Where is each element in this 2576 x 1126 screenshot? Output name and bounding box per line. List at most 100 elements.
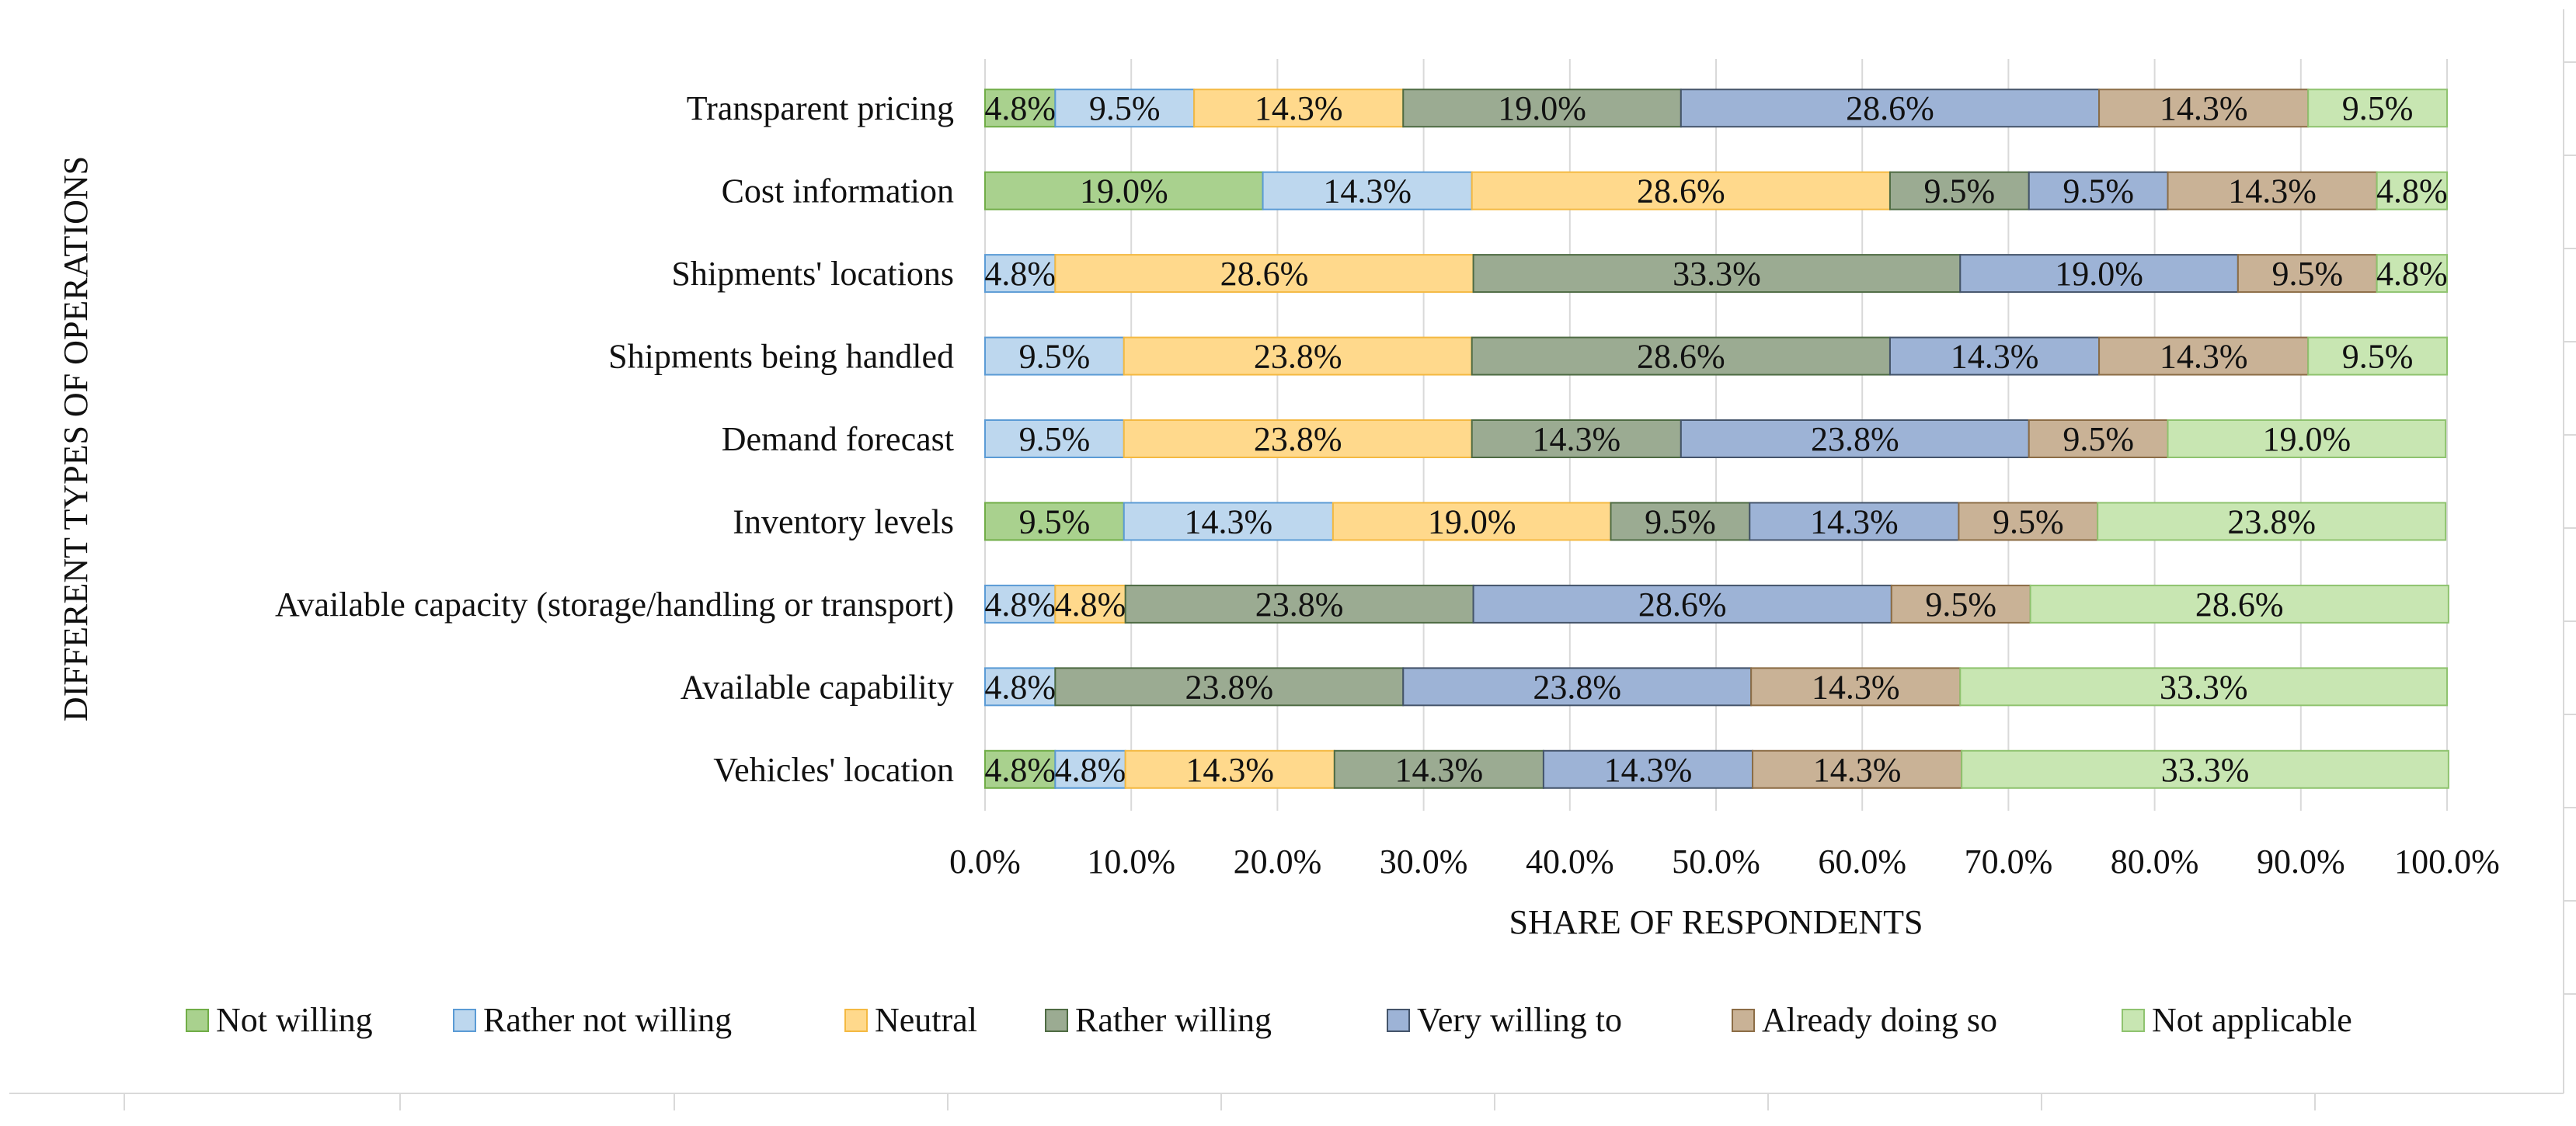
bar-segment: [1610, 502, 1751, 541]
data-label: 14.3%: [1951, 338, 2039, 376]
data-label: 4.8%: [1055, 586, 1126, 624]
data-label: 28.6%: [1638, 586, 1727, 624]
bar-segment: [1402, 89, 1682, 128]
legend-swatch: [453, 1009, 476, 1032]
category-label: Available capacity (storage/handling or …: [275, 586, 954, 624]
data-label: 19.0%: [2055, 255, 2143, 293]
data-label: 28.6%: [1846, 89, 1934, 127]
data-label: 9.5%: [1089, 89, 1161, 127]
x-tick-label: 10.0%: [1087, 843, 1175, 881]
data-label: 4.8%: [2376, 255, 2448, 293]
data-label: 19.0%: [1498, 89, 1586, 127]
bar-segment: [1262, 171, 1473, 210]
x-axis-ticks: 0.0% 10.0% 20.0% 30.0% 40.0% 50.0% 60.0% 70.0% 8…: [949, 843, 2500, 881]
category-label: Transparent pricing: [687, 89, 954, 127]
bar-segment: [1124, 584, 1474, 624]
x-axis-title: SHARE OF RESPONDENTS: [1509, 903, 1923, 941]
legend-item: Rather not willing: [453, 1001, 732, 1039]
data-label: 9.5%: [1019, 338, 1091, 376]
data-label: 14.3%: [2160, 338, 2248, 376]
data-label: 9.5%: [2342, 89, 2414, 127]
bar-segment: [2376, 171, 2449, 210]
bar-segment: [984, 667, 1057, 707]
bar-segment: [1471, 336, 1891, 376]
bar-row: 19.0% 14.3% 28.6% 9.5% 9.5% 14.3% 4.8%: [984, 171, 2449, 210]
bar-segment: [1333, 749, 1544, 789]
bar-segment: [1332, 502, 1612, 541]
legend-swatch: [1387, 1009, 1410, 1032]
x-tick-label: 20.0%: [1234, 843, 1322, 881]
bar-segment: [2098, 89, 2310, 128]
category-label: Available capability: [681, 668, 954, 706]
data-label: 14.3%: [1255, 89, 1343, 127]
data-label: 14.3%: [1812, 668, 1900, 706]
category-label: Shipments being handled: [608, 338, 954, 376]
category-label: Shipments' locations: [671, 255, 954, 293]
data-label: 28.6%: [2195, 586, 2284, 624]
bar-segment: [1123, 336, 1473, 376]
data-label: 23.8%: [1811, 420, 1899, 458]
legend-item: Rather willing: [1045, 1001, 1272, 1039]
bar-segment: [1749, 502, 1960, 541]
data-label: 33.3%: [2160, 668, 2248, 706]
bar-segment: [1890, 584, 2031, 624]
bar-segment: [1054, 254, 1474, 294]
bar-row: 9.5% 23.8% 28.6% 14.3% 14.3% 9.5%: [984, 336, 2448, 376]
legend-label: Already doing so: [1762, 1001, 1997, 1039]
bar-segment: [1961, 749, 2449, 789]
bar-segment: [2237, 254, 2378, 294]
category-label: Inventory levels: [733, 502, 954, 540]
data-label: 19.0%: [1428, 502, 1516, 540]
data-label: 4.8%: [984, 751, 1056, 789]
data-label: 9.5%: [2063, 172, 2134, 210]
x-tick-label: 50.0%: [1672, 843, 1760, 881]
bar-segment: [1958, 502, 2099, 541]
legend-item: Already doing so: [1732, 1001, 1997, 1039]
bar-row: 4.8% 9.5% 14.3% 19.0% 28.6% 14.3% 9.5%: [984, 89, 2448, 128]
data-label: 9.5%: [1924, 172, 1996, 210]
bar-segment: [1959, 254, 2239, 294]
data-label: 14.3%: [1604, 751, 1693, 789]
x-tick-label: 30.0%: [1380, 843, 1468, 881]
bar-segment: [1054, 749, 1126, 789]
data-label: 19.0%: [1080, 172, 1168, 210]
legend-label: Rather not willing: [483, 1001, 732, 1039]
data-label: 23.8%: [1254, 420, 1342, 458]
bar-segment: [2307, 89, 2448, 128]
bar-segment: [2167, 419, 2447, 458]
data-label: 9.5%: [2063, 420, 2134, 458]
x-tick-label: 80.0%: [2111, 843, 2199, 881]
data-label: 23.8%: [1255, 586, 1344, 624]
x-tick-label: 100.0%: [2394, 843, 2500, 881]
legend-item: Not willing: [186, 1001, 373, 1039]
data-label: 9.5%: [1993, 502, 2064, 540]
bar-segment: [1472, 254, 1962, 294]
bar-segment: [2029, 584, 2449, 624]
data-label: 33.3%: [1673, 255, 1761, 293]
bar-segment: [1472, 584, 1892, 624]
data-label: 14.3%: [1323, 172, 1412, 210]
legend-swatch: [2122, 1009, 2145, 1032]
bar-segment: [1680, 419, 2030, 458]
data-label: 4.8%: [984, 586, 1056, 624]
data-label: 23.8%: [1254, 338, 1342, 376]
x-tick-label: 0.0%: [949, 843, 1021, 881]
bar-segment: [2167, 171, 2378, 210]
bar-row: 4.8%4.8% 14.3% 14.3% 14.3% 14.3% 33.3%: [984, 749, 2449, 789]
bar-row: 9.5% 14.3% 19.0% 9.5% 14.3% 9.5% 23.8%: [984, 502, 2447, 541]
legend-swatch: [844, 1009, 868, 1032]
data-label: 14.3%: [1532, 420, 1620, 458]
legend-item: Very willing to: [1387, 1001, 1622, 1039]
bar-segment: [2307, 336, 2448, 376]
data-label: 4.8%: [1055, 751, 1126, 789]
legend-swatch: [1045, 1009, 1068, 1032]
bar-segment: [984, 254, 1057, 294]
bar-segment: [1471, 419, 1682, 458]
data-label: 9.5%: [2342, 338, 2414, 376]
legend-item: Neutral: [844, 1001, 977, 1039]
data-label: 23.8%: [2227, 502, 2316, 540]
legend-item: Not applicable: [2122, 1001, 2352, 1039]
bar-segment: [984, 749, 1057, 789]
data-label: 28.6%: [1220, 255, 1309, 293]
